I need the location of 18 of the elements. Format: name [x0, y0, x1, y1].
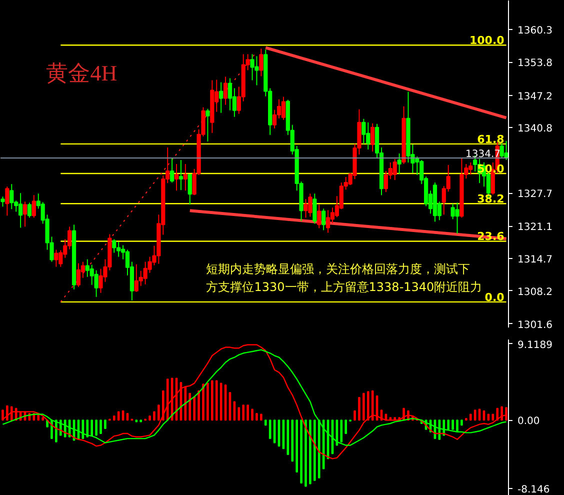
- series-label: 61.8: [477, 132, 504, 146]
- y-tick-label: 1314.7: [518, 254, 552, 266]
- y-tick-label: 1301.6: [518, 320, 552, 331]
- y-tick-label: 1308.2: [518, 286, 552, 298]
- y-tick-label: 1347.2: [518, 91, 552, 102]
- series-label: 38.2: [477, 192, 504, 206]
- y-tick-label: 0.00: [518, 416, 540, 428]
- series-label: 100.0: [469, 34, 505, 48]
- y-tick-label: 1360.3: [518, 26, 552, 37]
- annotation: 短期内走势略显偏强，关注价格回落力度，测试下方支撑位1330一带，上方留意1338-1340附近阻力: [206, 262, 482, 294]
- y-tick-label: 9.1189: [518, 340, 552, 351]
- text: 黄金4H: [46, 60, 118, 86]
- y-tick-label: -8.146: [518, 484, 550, 495]
- y-tick-label: 1340.8: [518, 123, 552, 134]
- series-label: 0.0: [484, 290, 505, 304]
- y-tick-label: 1353.8: [518, 58, 552, 70]
- y-tick-label: 1321.1: [518, 222, 552, 234]
- y-tick-label: 1327.7: [518, 189, 552, 200]
